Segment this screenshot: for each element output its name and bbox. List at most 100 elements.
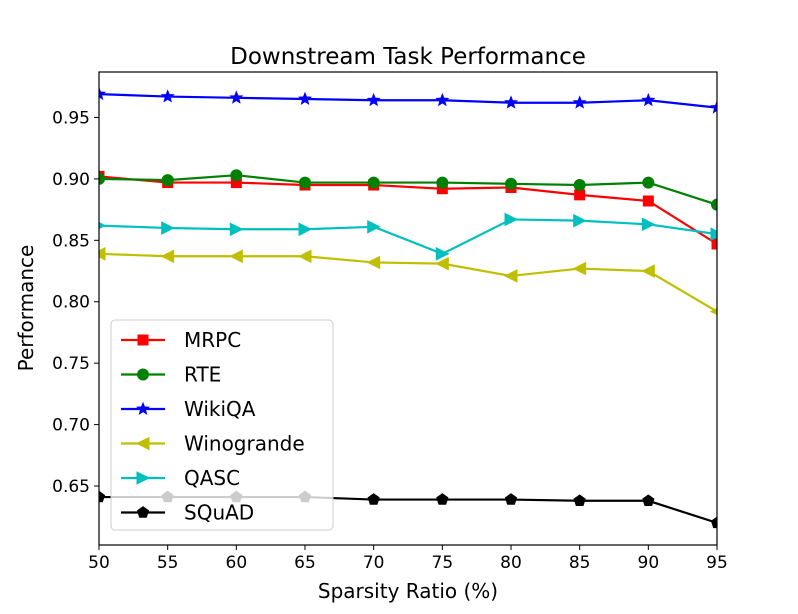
data-point (710, 227, 717, 241)
data-point (367, 176, 380, 189)
data-point (366, 255, 381, 270)
data-point (160, 89, 175, 103)
data-point (505, 177, 517, 190)
data-point (641, 264, 655, 278)
data-point (504, 212, 519, 227)
x-tick-label: 85 (569, 553, 591, 573)
data-point (641, 92, 656, 107)
legend-label: RTE (184, 363, 221, 387)
data-point (99, 172, 105, 185)
series-rte (99, 169, 717, 211)
data-point (709, 308, 717, 316)
legend-label: WikiQA (184, 397, 256, 421)
data-point (436, 493, 449, 505)
legend-label: Winogrande (184, 432, 305, 456)
data-point (572, 261, 587, 276)
y-tick-label: 0.80 (52, 293, 90, 313)
data-point (297, 91, 313, 105)
legend-item: QASC (121, 466, 240, 490)
data-point (642, 176, 655, 189)
data-point (642, 195, 654, 207)
data-point (503, 95, 519, 109)
data-point (99, 247, 106, 261)
data-point (641, 217, 656, 232)
data-point (573, 179, 586, 192)
legend-item: Winogrande (121, 432, 305, 456)
data-point (298, 222, 313, 237)
x-tick-label: 95 (706, 553, 728, 573)
legend-label: SQuAD (184, 501, 254, 525)
data-point (711, 198, 717, 211)
data-point (503, 269, 518, 283)
x-tick-label: 50 (88, 553, 110, 573)
legend-marker (135, 401, 151, 415)
data-point (642, 494, 655, 506)
data-point (229, 222, 244, 237)
legend-item: RTE (121, 363, 221, 387)
legend-marker (137, 334, 149, 346)
data-point (572, 95, 587, 109)
series-line (99, 218, 717, 256)
x-axis-label: Sparsity Ratio (%) (318, 579, 498, 603)
data-point (230, 169, 243, 182)
data-point (99, 222, 107, 230)
legend-item: MRPC (121, 328, 241, 352)
data-point (574, 189, 586, 201)
x-tick-label: 60 (226, 553, 248, 573)
x-tick-label: 55 (157, 553, 179, 573)
data-point (573, 494, 586, 506)
legend-marker (137, 368, 149, 381)
series-wikiqa (99, 86, 717, 114)
data-point (436, 176, 449, 189)
legend: MRPC RTE WikiQA Winogrande QASC SQuAD (110, 319, 334, 531)
data-point (504, 493, 518, 505)
data-point (229, 90, 244, 104)
data-point (99, 490, 106, 503)
y-tick-label: 0.75 (52, 354, 90, 374)
y-tick-label: 0.90 (52, 170, 90, 190)
x-tick-label: 90 (638, 553, 660, 573)
x-tick-label: 65 (294, 553, 316, 573)
data-point (297, 249, 312, 264)
x-tick-label: 75 (432, 553, 454, 573)
data-point (435, 256, 449, 271)
legend-marker (136, 471, 151, 485)
legend-marker (135, 436, 150, 451)
y-tick-label: 0.95 (52, 108, 90, 128)
data-point (435, 92, 450, 107)
data-point (435, 247, 450, 261)
y-tick-label: 0.65 (52, 477, 90, 497)
series-winogrande (99, 247, 717, 316)
data-point (367, 493, 380, 505)
series-qasc (99, 212, 717, 261)
data-point (709, 100, 717, 114)
data-point (161, 221, 175, 235)
x-tick-label: 80 (500, 553, 522, 573)
legend-marker (136, 506, 150, 518)
data-point (711, 238, 717, 250)
data-point (161, 174, 174, 187)
chart-title: Downstream Task Performance (230, 44, 586, 70)
data-point (366, 92, 381, 107)
data-point (160, 249, 175, 264)
y-axis-label: Performance (14, 245, 38, 372)
series-line (99, 252, 717, 313)
y-tick-label: 0.85 (52, 231, 90, 251)
legend-label: QASC (184, 466, 240, 490)
legend-item: SQuAD (121, 501, 254, 525)
series-line (99, 175, 717, 245)
data-point (710, 516, 717, 529)
data-point (299, 176, 311, 189)
data-point (367, 219, 381, 234)
data-point (229, 249, 243, 264)
plot-frame (98, 71, 718, 546)
data-point (573, 213, 587, 228)
legend-label: MRPC (184, 328, 241, 352)
series-line (99, 93, 717, 109)
data-point (99, 86, 107, 101)
y-tick-label: 0.70 (52, 416, 90, 436)
legend-item: WikiQA (121, 397, 256, 421)
x-tick-label: 70 (363, 553, 385, 573)
series-line (99, 174, 717, 206)
